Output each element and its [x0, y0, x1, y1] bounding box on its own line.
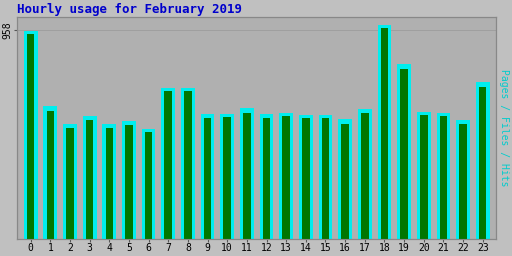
- Bar: [105, 128, 113, 239]
- Bar: [318, 115, 332, 239]
- Bar: [47, 111, 54, 239]
- Bar: [102, 124, 116, 239]
- Bar: [476, 82, 489, 239]
- Bar: [397, 64, 411, 239]
- Bar: [456, 120, 470, 239]
- Bar: [63, 124, 77, 239]
- Bar: [161, 88, 175, 239]
- Bar: [86, 120, 93, 239]
- Bar: [437, 113, 450, 239]
- Bar: [299, 115, 313, 239]
- Bar: [145, 132, 153, 239]
- Bar: [338, 119, 352, 239]
- Bar: [142, 129, 156, 239]
- Bar: [420, 115, 428, 239]
- Bar: [243, 113, 251, 239]
- Bar: [459, 124, 467, 239]
- Bar: [342, 124, 349, 239]
- Bar: [377, 25, 391, 239]
- Bar: [24, 31, 37, 239]
- Bar: [201, 114, 215, 239]
- Bar: [240, 108, 254, 239]
- Bar: [380, 28, 388, 239]
- Y-axis label: Pages / Files / Hits: Pages / Files / Hits: [499, 69, 509, 187]
- Bar: [66, 128, 74, 239]
- Bar: [440, 116, 447, 239]
- Bar: [220, 114, 234, 239]
- Bar: [283, 116, 290, 239]
- Text: Hourly usage for February 2019: Hourly usage for February 2019: [17, 3, 242, 16]
- Bar: [204, 118, 211, 239]
- Bar: [164, 91, 172, 239]
- Bar: [181, 88, 195, 239]
- Bar: [358, 110, 372, 239]
- Bar: [322, 118, 329, 239]
- Bar: [27, 34, 34, 239]
- Bar: [260, 114, 273, 239]
- Bar: [417, 112, 431, 239]
- Bar: [361, 113, 369, 239]
- Bar: [223, 117, 231, 239]
- Bar: [279, 113, 293, 239]
- Bar: [125, 125, 133, 239]
- Bar: [83, 116, 97, 239]
- Bar: [184, 91, 191, 239]
- Bar: [122, 121, 136, 239]
- Bar: [400, 69, 408, 239]
- Bar: [479, 87, 486, 239]
- Bar: [302, 118, 310, 239]
- Bar: [263, 118, 270, 239]
- Bar: [44, 106, 57, 239]
